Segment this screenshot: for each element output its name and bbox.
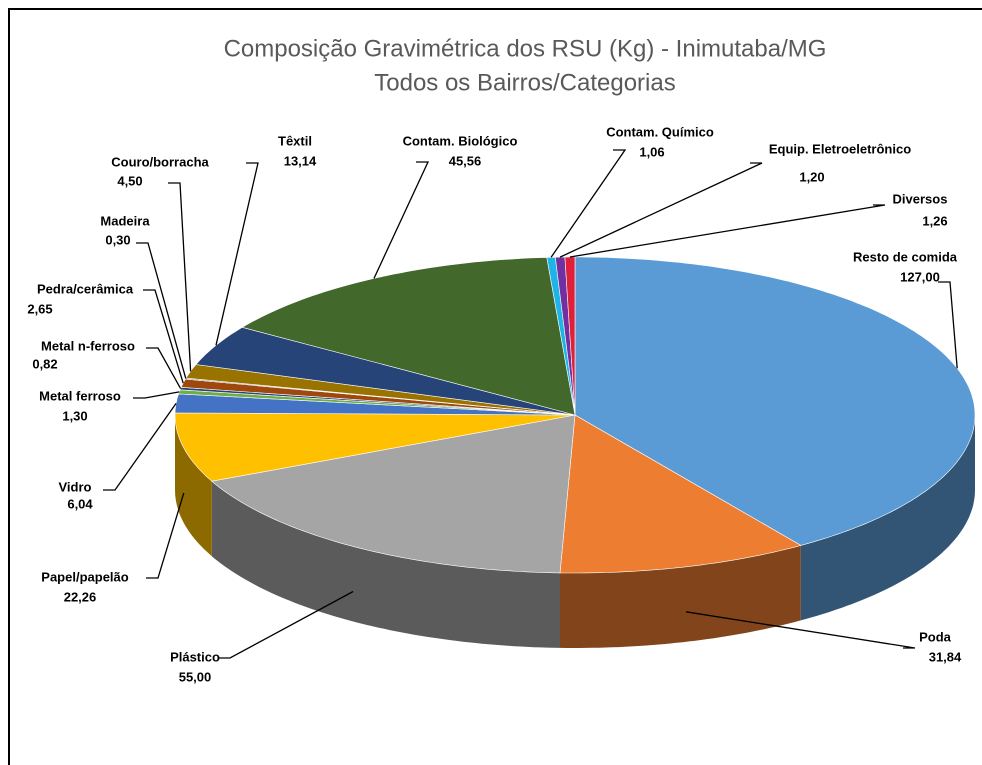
slice	[211, 414, 576, 574]
chart-title: Composição Gravimétrica dos RSU (Kg) - I…	[224, 35, 827, 62]
slice	[574, 256, 976, 546]
data-label-name: Couro/borracha	[111, 154, 209, 169]
leader-line	[685, 611, 916, 649]
data-label-value: 31,84	[929, 649, 962, 664]
leader-line	[146, 492, 185, 579]
data-label-value: 2,65	[27, 301, 52, 316]
data-label-name: Diversos	[893, 191, 948, 206]
data-label-name: Pedra/cerâmica	[37, 281, 134, 296]
data-label-name: Papel/papelão	[41, 569, 128, 584]
data-label-value: 0,30	[105, 232, 130, 247]
leader-line	[569, 204, 886, 258]
data-label-name: Metal ferroso	[39, 388, 121, 403]
data-label-name: Metal n-ferroso	[41, 338, 135, 353]
data-label-value: 1,06	[639, 144, 664, 159]
leader-line	[103, 403, 177, 491]
leader-line	[373, 161, 430, 279]
leader-line	[550, 149, 627, 258]
slice-side	[560, 545, 801, 648]
data-label-value: 1,26	[922, 213, 947, 228]
data-label-name: Têxtil	[278, 133, 312, 148]
data-label-name: Contam. Químico	[606, 124, 714, 139]
chart-subtitle: Todos os Bairros/Categorias	[374, 69, 675, 96]
data-label-name: Vidro	[59, 479, 92, 494]
data-label-name: Contam. Biológico	[403, 133, 518, 148]
leader-line	[136, 242, 187, 379]
leader-line	[938, 281, 958, 369]
leader-line	[218, 590, 354, 659]
data-label-name: Poda	[919, 629, 952, 644]
data-label-value: 4,50	[117, 173, 142, 188]
data-label-value: 55,00	[179, 669, 212, 684]
data-label-value: 13,14	[284, 153, 317, 168]
leader-line	[215, 162, 259, 346]
leader-line	[133, 391, 180, 399]
slice-side	[800, 415, 975, 621]
data-label-value: 1,20	[799, 169, 824, 184]
data-label-value: 6,04	[67, 496, 93, 511]
slice-side	[175, 415, 212, 557]
leader-line	[168, 182, 192, 372]
leader-line	[143, 289, 184, 384]
slice	[559, 414, 802, 574]
data-label-value: 127,00	[900, 269, 940, 284]
data-label-name: Madeira	[100, 213, 150, 228]
data-label-name: Plástico	[170, 649, 220, 664]
slice-side	[211, 481, 561, 648]
data-label-value: 22,26	[64, 589, 97, 604]
leader-line	[146, 347, 182, 389]
data-label-value: 0,82	[32, 356, 57, 371]
slice	[174, 412, 576, 482]
leader-line	[559, 162, 763, 258]
data-label-value: 1,30	[62, 408, 87, 423]
data-label-name: Resto de comida	[853, 249, 958, 264]
data-label-value: 45,56	[449, 153, 482, 168]
data-label-name: Equip. Eletroeletrônico	[769, 141, 911, 156]
